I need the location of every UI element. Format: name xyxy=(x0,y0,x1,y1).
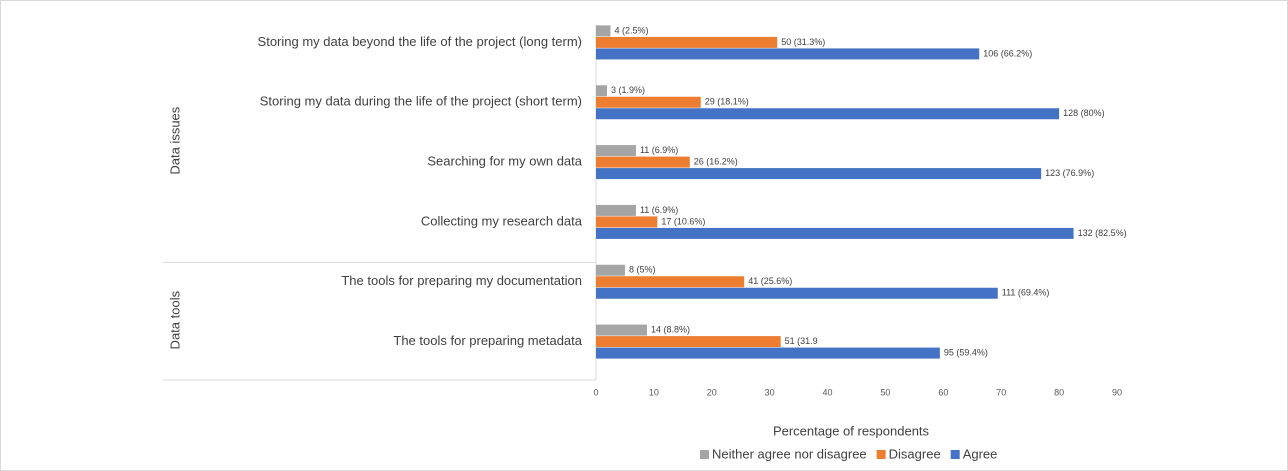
value-label: 111 (69.4%) xyxy=(1002,288,1050,298)
bar xyxy=(596,85,607,97)
bar xyxy=(596,347,940,359)
bar xyxy=(596,264,625,276)
x-tick-label: 0 xyxy=(593,387,598,397)
value-label: 41 (25.6%) xyxy=(748,276,792,286)
x-tick-label: 40 xyxy=(823,387,833,397)
x-tick-label: 20 xyxy=(707,387,717,397)
x-tick-label: 70 xyxy=(996,387,1006,397)
group-label: Data tools xyxy=(167,290,182,349)
value-label: 123 (76.9%) xyxy=(1045,168,1094,178)
value-label: 11 (6.9%) xyxy=(640,205,678,215)
bar xyxy=(596,96,701,108)
bar xyxy=(596,336,781,348)
bar xyxy=(596,216,658,228)
bar xyxy=(596,227,1074,239)
value-label: 106 (66.2%) xyxy=(983,48,1032,58)
legend-swatch xyxy=(700,450,709,459)
legend-swatch xyxy=(876,450,886,459)
x-tick-label: 80 xyxy=(1054,387,1064,397)
legend-label: Neither agree nor disagree xyxy=(712,446,867,461)
y-tick-label: Storing my data during the life of the p… xyxy=(260,94,582,109)
legend-label: Disagree xyxy=(889,446,941,461)
bar xyxy=(596,204,636,216)
value-label: 95 (59.4%) xyxy=(944,347,988,357)
bar xyxy=(596,156,690,168)
legend-swatch xyxy=(950,450,960,459)
bar xyxy=(596,145,636,157)
bar xyxy=(596,25,611,37)
x-tick-label: 50 xyxy=(880,387,890,397)
x-axis-label: Percentage of respondents xyxy=(773,423,930,438)
value-label: 26 (16.2%) xyxy=(694,156,738,166)
value-label: 128 (80%) xyxy=(1063,108,1105,118)
x-tick-label: 60 xyxy=(938,387,948,397)
value-label: 132 (82.5%) xyxy=(1078,228,1127,238)
bar xyxy=(596,168,1042,180)
bar xyxy=(596,324,647,336)
value-label: 51 (31.9 xyxy=(785,336,818,346)
y-tick-label: Searching for my own data xyxy=(427,154,582,169)
value-label: 29 (18.1%) xyxy=(705,97,749,107)
value-label: 14 (8.8%) xyxy=(651,324,690,334)
value-label: 17 (10.6%) xyxy=(661,216,705,226)
value-label: 4 (2.5%) xyxy=(614,25,648,35)
bar xyxy=(596,36,778,48)
x-tick-label: 90 xyxy=(1112,387,1122,397)
group-label: Data issues xyxy=(167,106,182,174)
x-tick-label: 30 xyxy=(765,387,775,397)
value-label: 11 (6.9%) xyxy=(640,145,678,155)
value-label: 50 (31.3%) xyxy=(781,37,825,47)
y-tick-label: Storing my data beyond the life of the p… xyxy=(258,34,582,49)
y-tick-label: Collecting my research data xyxy=(421,213,583,228)
value-label: 8 (5%) xyxy=(629,265,656,275)
value-label: 3 (1.9%) xyxy=(611,85,645,95)
x-tick-label: 10 xyxy=(649,387,659,397)
y-tick-label: The tools for preparing my documentation xyxy=(341,273,582,288)
y-tick-label: The tools for preparing metadata xyxy=(393,333,582,348)
bar xyxy=(596,48,980,60)
legend-label: Agree xyxy=(963,446,998,461)
bar xyxy=(596,287,998,299)
bar xyxy=(596,276,745,288)
bar xyxy=(596,108,1060,120)
